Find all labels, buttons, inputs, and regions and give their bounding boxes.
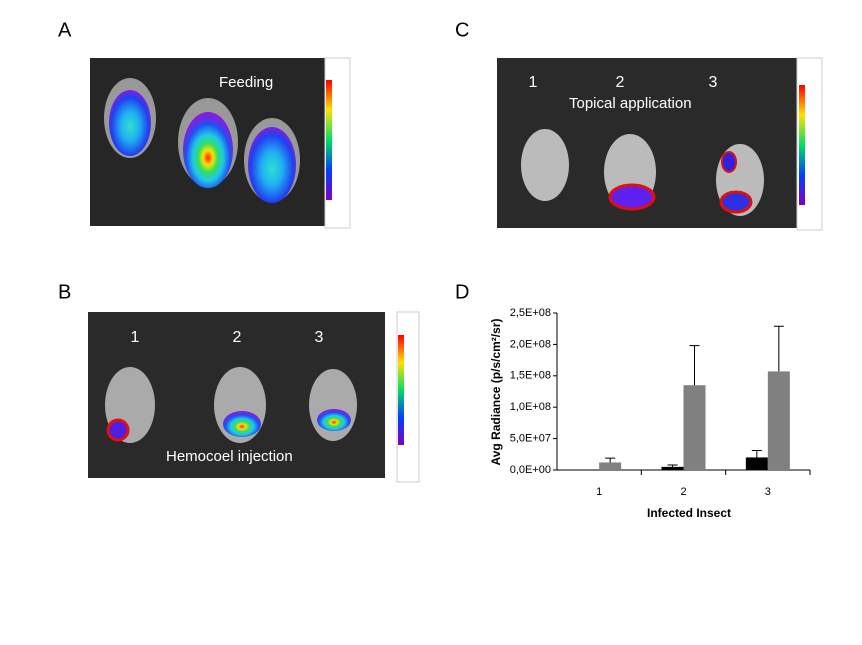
panel-label: C (455, 19, 469, 41)
x-tick-label: 1 (596, 486, 602, 498)
caption: Feeding (219, 74, 273, 91)
error-bar (773, 325, 784, 372)
y-tick-label: 1,5E+08 (510, 370, 551, 382)
x-axis-label: Infected Insect (647, 506, 731, 520)
y-axis-label: Avg Radiance (p/s/cm²/sr) (489, 319, 503, 466)
bar (683, 385, 706, 470)
y-tick-label: 2,5E+08 (510, 307, 551, 319)
y-tick-label: 1,0E+08 (510, 401, 551, 413)
error-bar (667, 464, 678, 467)
y-tick-label: 2,0E+08 (510, 338, 551, 350)
caption: Hemocoel injection (166, 448, 293, 465)
bar (745, 457, 768, 470)
bar (767, 371, 790, 470)
insect-number: 1 (529, 74, 538, 91)
insect-number: 3 (315, 329, 324, 346)
y-tick-label: 5,0E+07 (510, 433, 551, 445)
error-bar (689, 345, 700, 386)
x-tick-label: 3 (765, 486, 771, 498)
bar (599, 462, 622, 470)
image-b (88, 311, 420, 483)
image-c (497, 57, 823, 231)
panel-label: B (58, 281, 71, 303)
caption: Topical application (569, 95, 692, 112)
panel-label: D (455, 281, 469, 303)
image-a (90, 57, 351, 229)
insect-number: 2 (616, 74, 625, 91)
error-bar (605, 457, 616, 463)
insect-number: 1 (131, 329, 140, 346)
error-bar (751, 450, 762, 458)
insect-number: 3 (709, 74, 718, 91)
insect-number: 2 (233, 329, 242, 346)
x-tick-label: 2 (680, 486, 686, 498)
y-tick-label: 0,0E+00 (510, 464, 551, 476)
plot: 0,0E+00 5,0E+07 1,0E+08 1,5E+08 2,0E+08 2,5E+… (510, 307, 811, 498)
bar (661, 466, 684, 470)
panel-label: A (58, 19, 72, 41)
